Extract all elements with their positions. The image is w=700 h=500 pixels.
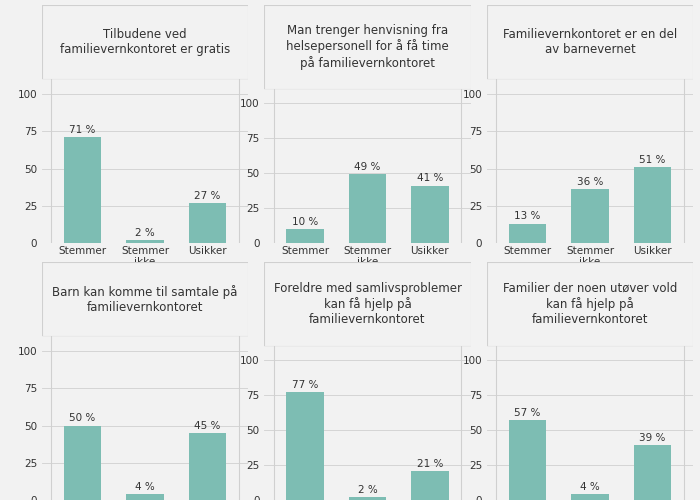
Text: 4 %: 4 % <box>580 482 600 492</box>
Text: 41 %: 41 % <box>416 174 443 184</box>
Bar <box>509 224 546 243</box>
Text: Familier der noen utøver vold
kan få hjelp på
familievernkontoret: Familier der noen utøver vold kan få hje… <box>503 282 677 326</box>
Text: 21 %: 21 % <box>416 458 443 468</box>
Text: Familievernkontoret er en del
av barnevernet: Familievernkontoret er en del av barneve… <box>503 28 677 56</box>
Text: 77 %: 77 % <box>292 380 318 390</box>
Text: 50 %: 50 % <box>69 414 96 424</box>
Text: 2 %: 2 % <box>358 485 377 495</box>
Text: 2 %: 2 % <box>135 228 155 238</box>
Bar <box>286 229 324 243</box>
Text: 36 %: 36 % <box>577 177 603 187</box>
Bar <box>126 494 164 500</box>
Text: Barn kan komme til samtale på
familievernkontoret: Barn kan komme til samtale på familiever… <box>52 284 238 314</box>
Bar <box>126 240 164 243</box>
Bar <box>411 186 449 243</box>
Bar <box>509 420 546 500</box>
Bar <box>571 190 609 243</box>
Bar <box>64 426 102 500</box>
Text: 71 %: 71 % <box>69 125 96 135</box>
Bar <box>64 138 102 243</box>
Bar <box>634 446 671 500</box>
Text: 10 %: 10 % <box>292 217 318 227</box>
Text: Foreldre med samlivsproblemer
kan få hjelp på
familievernkontoret: Foreldre med samlivsproblemer kan få hje… <box>274 282 461 326</box>
Text: Man trenger henvisning fra
helsepersonell for å få time
på familievernkontoret: Man trenger henvisning fra helsepersonel… <box>286 24 449 70</box>
Bar <box>634 167 671 243</box>
Bar <box>349 174 386 243</box>
Bar <box>286 392 324 500</box>
Text: 27 %: 27 % <box>194 190 220 200</box>
Text: 13 %: 13 % <box>514 212 541 222</box>
Bar <box>189 203 226 243</box>
Text: 45 %: 45 % <box>194 421 220 431</box>
Bar <box>571 494 609 500</box>
Text: 39 %: 39 % <box>639 434 666 444</box>
Bar <box>411 470 449 500</box>
Text: Tilbudene ved
familievernkontoret er gratis: Tilbudene ved familievernkontoret er gra… <box>60 28 230 56</box>
Text: 57 %: 57 % <box>514 408 541 418</box>
Bar <box>349 497 386 500</box>
Bar <box>189 433 226 500</box>
Text: 49 %: 49 % <box>354 162 381 172</box>
Text: 4 %: 4 % <box>135 482 155 492</box>
Text: 51 %: 51 % <box>639 155 666 165</box>
